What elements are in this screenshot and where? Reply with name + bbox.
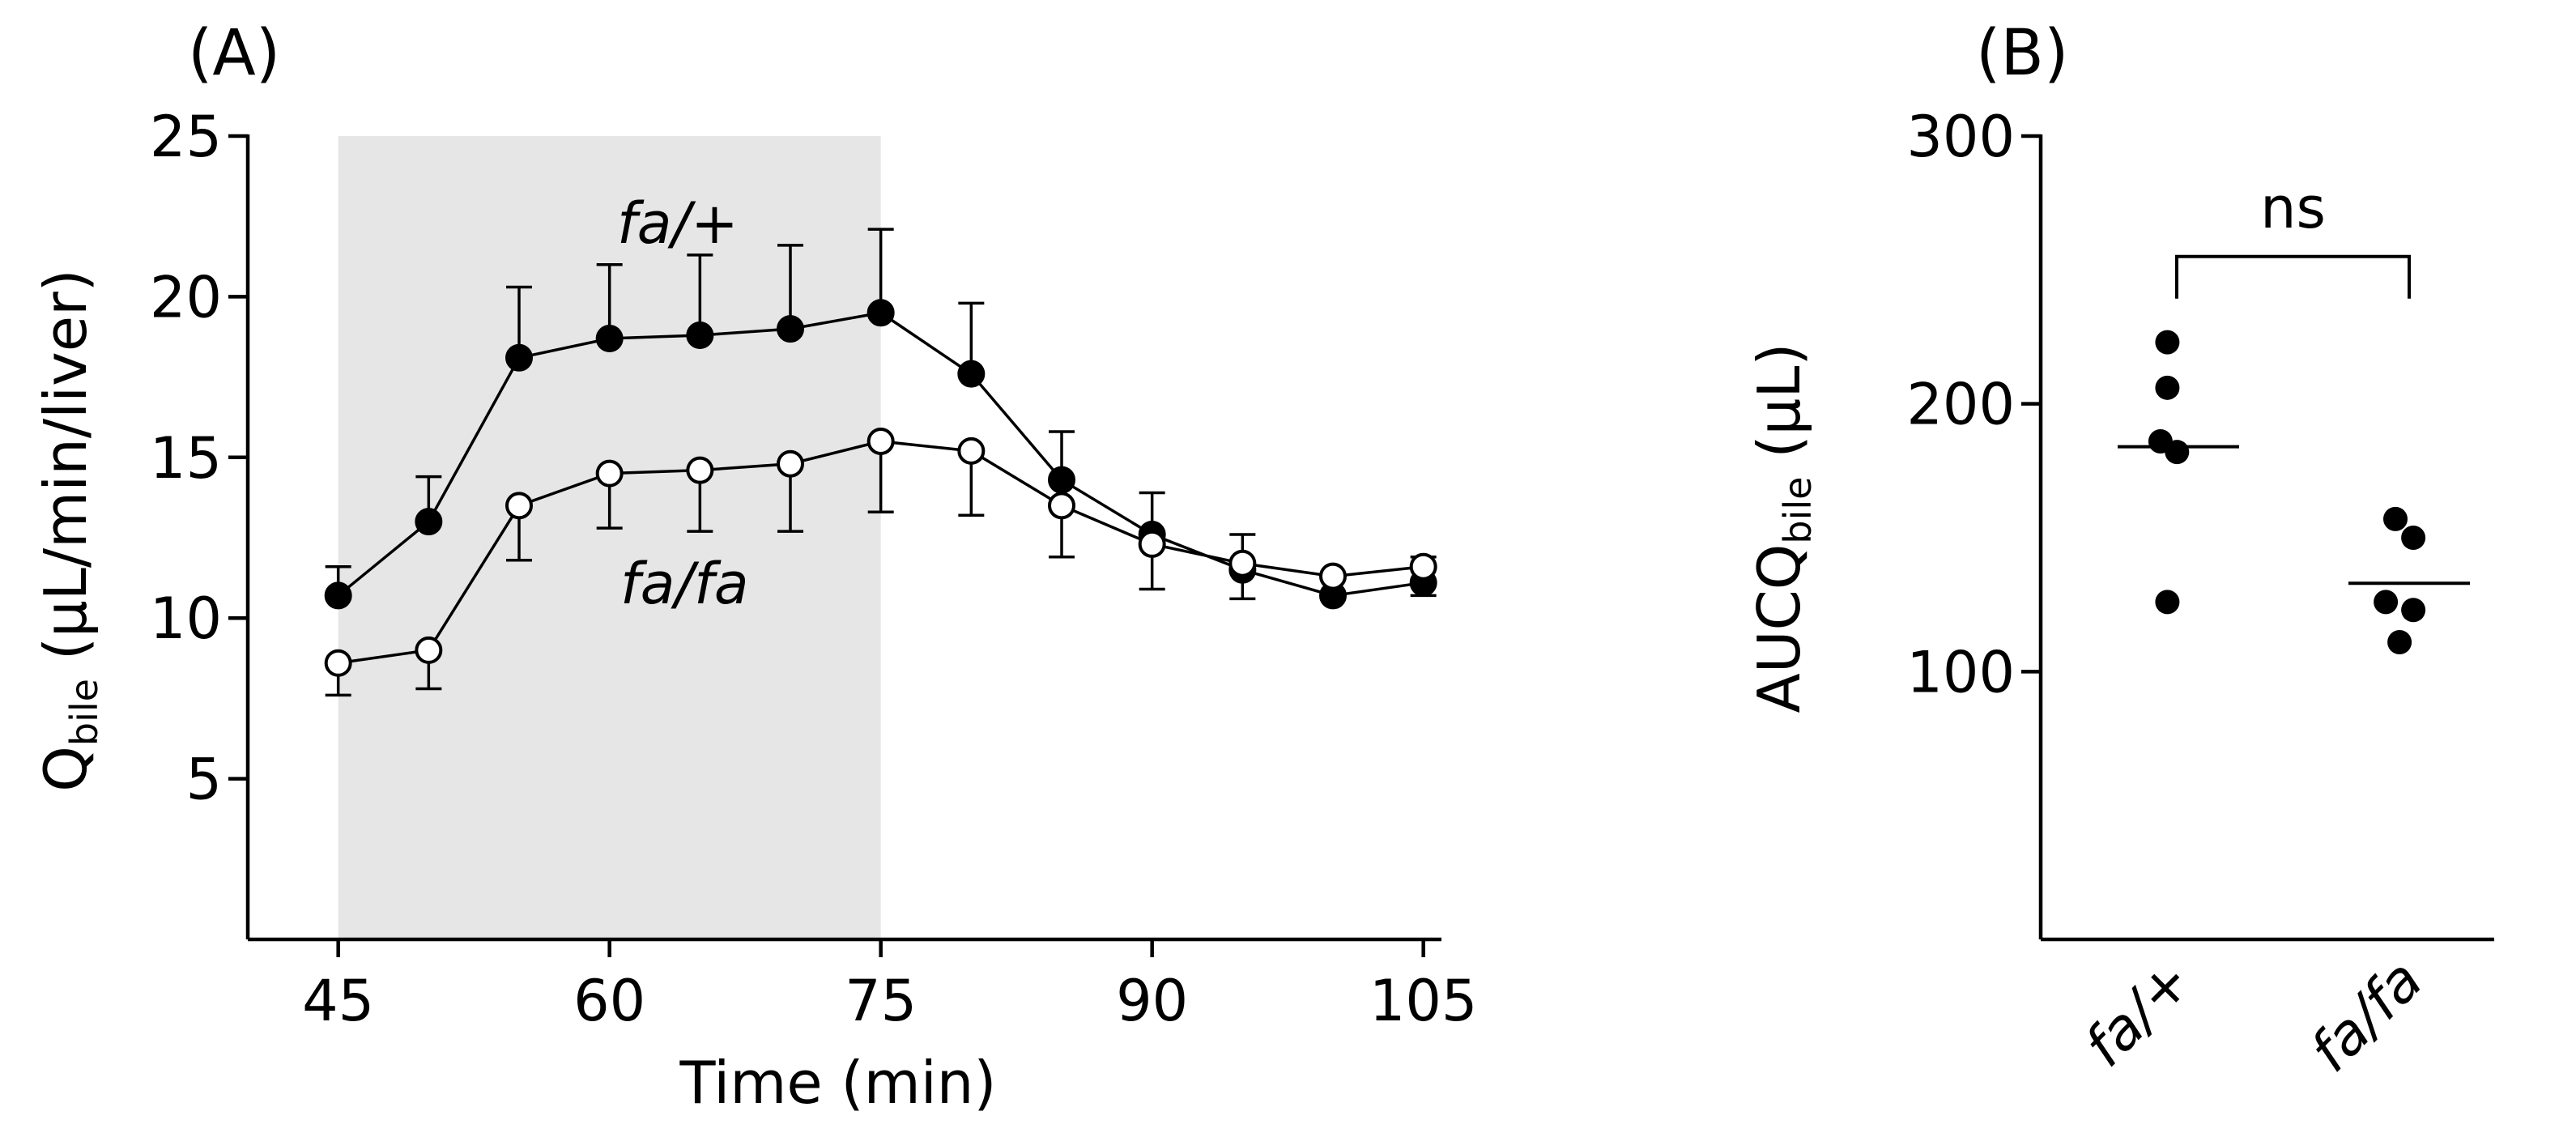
point-fa-plus xyxy=(1048,466,1075,494)
point-fa-plus xyxy=(957,360,986,388)
point-fa-fa xyxy=(777,449,804,478)
point-fa-plus xyxy=(505,343,533,372)
significance-bracket: ns xyxy=(2175,175,2411,299)
y-tick-label-25: 25 xyxy=(150,104,222,170)
y-axis-title-a-units: (µL/min/liver) xyxy=(32,269,100,679)
y-axis-title-a-main: Q xyxy=(32,746,100,792)
point-fa-fa xyxy=(1138,530,1166,558)
x-tick-label-90: 90 xyxy=(1116,968,1188,1034)
dot-fa-fa xyxy=(2401,526,2426,550)
point-fa-fa xyxy=(1228,549,1257,577)
x-tick-label-105: 105 xyxy=(1369,968,1478,1034)
x-tick-label-75: 75 xyxy=(845,968,917,1034)
y-tick-label-b-300: 300 xyxy=(1906,104,2015,170)
point-fa-fa xyxy=(1048,492,1075,520)
y-axis-title-b: AUCQbile (µL) xyxy=(1745,343,1820,713)
panel-b-points xyxy=(2118,330,2470,654)
x-tick-label-45: 45 xyxy=(302,968,374,1034)
panel-a: (A) 5 10 15 20 25 45 60 75 90 105 fa/+ fa/fa Time… xyxy=(32,17,1477,1117)
dot-fa-plus xyxy=(2155,330,2180,355)
dot-fa-fa xyxy=(2401,598,2426,623)
point-fa-fa xyxy=(866,427,895,455)
point-fa-fa xyxy=(505,492,533,520)
y-tick-label-10: 10 xyxy=(150,586,222,652)
x-axis-title: Time (min) xyxy=(679,1049,996,1117)
point-fa-fa xyxy=(324,649,352,677)
point-fa-plus xyxy=(777,315,804,343)
y-tick-label-15: 15 xyxy=(150,425,222,492)
y-tick-label-b-100: 100 xyxy=(1906,639,2015,705)
dot-fa-fa xyxy=(2383,506,2408,531)
y-axis-title-b-sub: bile xyxy=(1776,477,1820,544)
series-fa-fa xyxy=(324,427,1437,697)
point-fa-fa xyxy=(415,636,443,664)
dot-fa-plus xyxy=(2165,440,2190,465)
dot-fa-fa xyxy=(2374,590,2399,615)
dot-fa-plus xyxy=(2155,590,2180,615)
panel-a-series xyxy=(324,228,1437,697)
significance-label: ns xyxy=(2260,175,2326,241)
y-axis-title-b-main: AUCQ xyxy=(1745,544,1813,713)
point-fa-plus xyxy=(415,508,443,536)
panel-b-axes: 100 200 300 fa/+ fa/fa xyxy=(1906,104,2494,1084)
point-fa-plus xyxy=(595,324,624,352)
panel-b: (B) 100 200 300 fa/+ fa/fa ns AUCQbile (µL) xyxy=(1745,17,2494,1084)
point-fa-fa xyxy=(1319,562,1347,590)
point-fa-plus xyxy=(686,322,714,350)
y-axis-title-a: Qbile (µL/min/liver) xyxy=(32,269,106,792)
stimulation-shaded-region xyxy=(338,136,881,939)
x-tick-label-60: 60 xyxy=(573,968,645,1034)
point-fa-plus xyxy=(866,299,895,327)
point-fa-plus xyxy=(324,581,352,610)
y-axis-title-b-units: (µL) xyxy=(1745,343,1813,477)
panel-a-label: (A) xyxy=(188,17,280,90)
category-label-fa-fa: fa/fa xyxy=(2297,947,2435,1084)
point-fa-fa xyxy=(957,436,986,465)
series-label-fa-fa: fa/fa xyxy=(620,551,749,617)
point-fa-fa xyxy=(1409,552,1437,581)
y-tick-label-20: 20 xyxy=(150,264,222,330)
panel-b-label: (B) xyxy=(1976,17,2068,90)
significance-bracket-line xyxy=(2175,254,2411,299)
point-fa-fa xyxy=(686,456,714,484)
y-tick-label-5: 5 xyxy=(185,747,222,813)
category-label-fa-plus: fa/+ xyxy=(2071,947,2204,1080)
series-label-fa-plus: fa/+ xyxy=(617,190,739,257)
y-axis-title-a-sub: bile xyxy=(62,679,106,746)
panel-a-axes: 5 10 15 20 25 45 60 75 90 105 xyxy=(150,104,1478,1034)
y-tick-label-b-200: 200 xyxy=(1906,372,2015,438)
dot-fa-fa xyxy=(2387,629,2412,654)
point-fa-fa xyxy=(595,459,624,488)
dot-fa-plus xyxy=(2155,375,2180,400)
